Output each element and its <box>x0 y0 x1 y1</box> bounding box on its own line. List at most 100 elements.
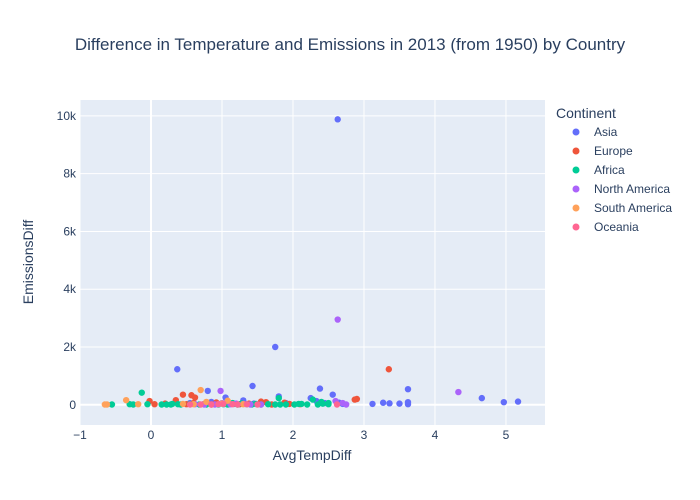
legend-label: North America <box>594 182 670 196</box>
point-africa[interactable] <box>309 396 317 403</box>
point-south-america[interactable] <box>122 396 130 404</box>
point-asia[interactable] <box>514 398 522 405</box>
legend-marker <box>572 204 580 212</box>
legend-label: Asia <box>594 125 618 139</box>
plot-background <box>80 100 545 425</box>
legend[interactable]: Asia Europe Africa North America South Ameri… <box>572 125 673 234</box>
x-tick-label: 2 <box>290 428 297 442</box>
point-europe[interactable] <box>351 396 358 403</box>
point-south-america[interactable] <box>135 401 142 408</box>
legend-item-europe[interactable]: Europe <box>572 144 634 158</box>
point-asia[interactable] <box>174 366 181 373</box>
grid-layer <box>79 100 545 425</box>
point-asia[interactable] <box>386 400 393 407</box>
legend-marker <box>572 223 580 231</box>
point-oceania[interactable] <box>220 400 227 408</box>
point-africa[interactable] <box>319 400 326 407</box>
legend-marker <box>572 147 580 155</box>
x-tick-label: −1 <box>73 428 87 442</box>
point-africa[interactable] <box>167 401 175 408</box>
y-tick-label: 4k <box>63 282 77 296</box>
y-tick-label: 0 <box>69 398 76 412</box>
legend-item-south-america[interactable]: South America <box>572 201 673 215</box>
point-oceania[interactable] <box>186 401 194 408</box>
legend-marker <box>572 166 580 174</box>
point-north-america[interactable] <box>334 316 341 323</box>
point-asia[interactable] <box>204 387 211 395</box>
x-tick-label: 1 <box>219 428 226 442</box>
chart-title: Difference in Temperature and Emissions … <box>75 35 626 54</box>
point-asia[interactable] <box>272 343 279 351</box>
point-africa[interactable] <box>314 401 322 408</box>
point-asia[interactable] <box>404 398 412 406</box>
x-tick-labels: −1 0 1 2 3 4 5 <box>73 428 509 442</box>
legend-item-asia[interactable]: Asia <box>572 125 618 139</box>
point-north-america[interactable] <box>455 388 462 396</box>
point-south-america[interactable] <box>203 398 210 406</box>
point-north-america[interactable] <box>343 401 350 408</box>
point-oceania[interactable] <box>229 401 236 408</box>
legend-item-north-america[interactable]: North America <box>572 182 671 196</box>
point-north-america[interactable] <box>217 387 224 395</box>
point-africa[interactable] <box>325 401 332 408</box>
point-south-america[interactable] <box>179 400 187 408</box>
legend-marker <box>572 128 580 136</box>
point-oceania[interactable] <box>243 401 251 408</box>
point-africa[interactable] <box>138 389 145 396</box>
point-africa[interactable] <box>144 401 151 408</box>
point-africa[interactable] <box>275 394 282 402</box>
point-oceania[interactable] <box>197 401 204 408</box>
legend-item-oceania[interactable]: Oceania <box>572 220 640 234</box>
legend-label: Oceania <box>594 220 639 234</box>
point-europe[interactable] <box>191 394 199 401</box>
y-tick-label: 6k <box>63 224 77 238</box>
x-tick-label: 5 <box>503 428 510 442</box>
legend-label: Europe <box>594 144 633 158</box>
point-europe[interactable] <box>179 391 187 398</box>
point-africa[interactable] <box>291 401 298 408</box>
points-layer <box>101 116 522 408</box>
point-europe[interactable] <box>385 366 393 373</box>
point-africa[interactable] <box>264 401 272 408</box>
point-asia[interactable] <box>249 382 256 390</box>
y-tick-label: 2k <box>63 340 77 354</box>
y-tick-label: 10k <box>57 109 77 123</box>
legend-item-africa[interactable]: Africa <box>572 163 626 177</box>
point-asia[interactable] <box>369 400 376 408</box>
point-africa[interactable] <box>272 401 279 408</box>
point-asia[interactable] <box>334 116 341 123</box>
point-south-america[interactable] <box>101 401 109 408</box>
x-axis-title: AvgTempDiff <box>273 447 352 463</box>
point-asia[interactable] <box>379 399 387 406</box>
legend-marker <box>572 185 580 193</box>
point-europe[interactable] <box>151 401 158 408</box>
point-africa[interactable] <box>276 401 284 408</box>
point-oceania[interactable] <box>208 401 215 408</box>
point-africa[interactable] <box>298 400 305 408</box>
y-axis-title: EmissionsDiff <box>20 220 36 305</box>
point-africa[interactable] <box>108 401 116 408</box>
point-asia[interactable] <box>500 398 508 406</box>
point-asia[interactable] <box>396 400 403 407</box>
legend-title: Continent <box>556 105 616 121</box>
point-south-america[interactable] <box>197 386 204 394</box>
legend-label: South America <box>594 201 672 215</box>
point-oceania[interactable] <box>333 401 341 408</box>
point-oceania[interactable] <box>215 401 222 408</box>
legend-label: Africa <box>594 163 625 177</box>
point-asia[interactable] <box>329 391 336 398</box>
point-oceania[interactable] <box>254 401 261 408</box>
point-africa[interactable] <box>303 401 311 408</box>
x-tick-label: 4 <box>432 428 439 442</box>
x-tick-label: 3 <box>361 428 368 442</box>
point-oceania[interactable] <box>234 401 241 408</box>
x-tick-label: 0 <box>148 428 155 442</box>
y-tick-labels: 0 2k 4k 6k 8k 10k <box>57 109 77 412</box>
point-asia[interactable] <box>404 385 412 393</box>
point-africa[interactable] <box>158 401 165 408</box>
point-africa[interactable] <box>282 401 290 408</box>
y-tick-label: 8k <box>63 167 77 181</box>
point-asia[interactable] <box>316 385 324 392</box>
point-asia[interactable] <box>478 394 486 402</box>
